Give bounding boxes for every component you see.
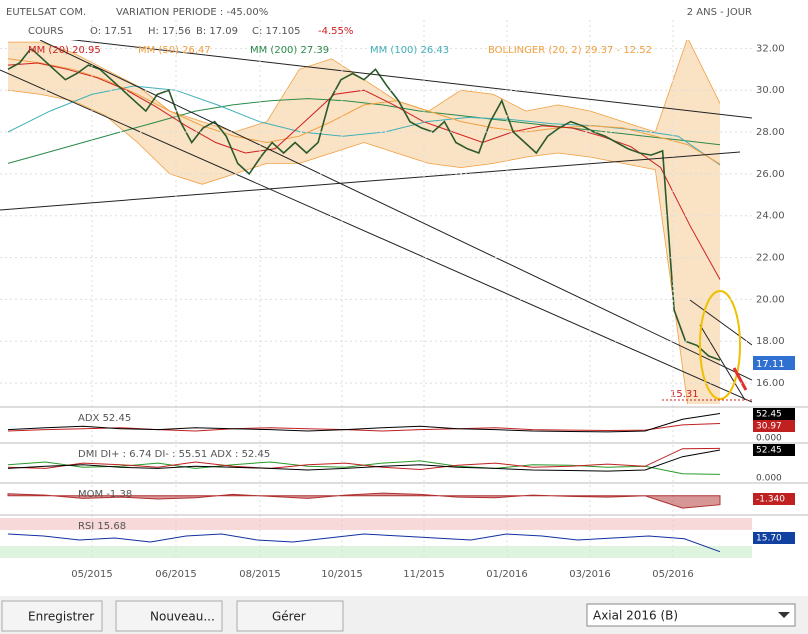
highlight-ellipse (699, 290, 741, 400)
value-box (753, 408, 795, 420)
panel-value: 0.000 (756, 434, 782, 444)
new-button[interactable] (115, 600, 223, 632)
value-box (753, 420, 795, 432)
y-tick-label: 32.00 (756, 43, 785, 54)
bollinger-lower (7, 89, 689, 404)
panel-value: 52.45 (756, 446, 782, 456)
legend-entry: MM (50) 26.47 (138, 45, 211, 56)
x-tick-label: 06/2015 (155, 569, 197, 580)
value-box (753, 444, 795, 456)
value-box (753, 493, 795, 505)
save-button[interactable] (1, 600, 103, 632)
select-label: Axial 2016 (B) (593, 609, 678, 623)
change-label: -4.55% (318, 26, 353, 37)
layout-select[interactable] (586, 603, 796, 627)
panel-title: MOM -1.38 (78, 489, 132, 500)
x-tick-label: 05/2016 (652, 569, 694, 580)
x-tick-label: 10/2015 (321, 569, 363, 580)
ohlc-label: C: 17.105 (252, 26, 301, 37)
y-tick-label: 18.00 (756, 336, 785, 347)
x-tick-label: 11/2015 (403, 569, 445, 580)
legend-entry: MM (200) 27.39 (250, 45, 329, 56)
series-line (7, 98, 721, 164)
ohlc-label: O: 17.51 (90, 26, 133, 37)
plot (7, 40, 721, 404)
x-tick-label: 03/2016 (569, 569, 611, 580)
y-tick-label: 28.00 (756, 127, 785, 138)
y-tick-label: 26.00 (756, 169, 785, 180)
legend-entry: MM (100) 26.43 (370, 45, 449, 56)
legend-entry: MM (20) 20.95 (28, 45, 101, 56)
period: 2 ANS - JOUR (687, 7, 752, 18)
indicator-line (7, 447, 721, 471)
panel-title: RSI 15.68 (78, 521, 126, 532)
low-price: 15.31 (670, 389, 699, 400)
oversold-zone (0, 546, 752, 558)
x-tick-label: 01/2016 (486, 569, 528, 580)
series-line (7, 58, 721, 165)
panel-value: -1.340 (756, 495, 785, 505)
panel-value: 30.97 (756, 422, 782, 432)
last-price: 17.11 (756, 359, 785, 370)
panel-value: 15.70 (756, 534, 782, 544)
button-label: Gérer (272, 610, 306, 624)
stock-name: EUTELSAT COM. (6, 7, 86, 18)
y-tick-label: 30.00 (756, 85, 785, 96)
arrow (732, 367, 748, 391)
legend-entry: BOLLINGER (20, 2) 29.37 - 12.52 (488, 45, 652, 56)
ohlc-label: H: 17.56 (148, 26, 191, 37)
overbought-zone (0, 518, 752, 530)
indicator-line (7, 423, 721, 432)
trend-lines (0, 40, 752, 403)
y-tick-label: 24.00 (756, 211, 785, 222)
value-box (753, 532, 795, 544)
button-label: Nouveau... (150, 610, 215, 624)
indicator-line (7, 413, 721, 433)
y-tick-label: 20.00 (756, 294, 785, 305)
manage-button[interactable] (236, 600, 344, 632)
panel-value: 0.000 (756, 474, 782, 484)
variation: VARIATION PERIODE : -45.00% (116, 7, 268, 18)
panel-value: 52.45 (756, 410, 782, 420)
series-line (7, 47, 721, 361)
select-arrow (778, 612, 790, 618)
y-tick-label: 22.00 (756, 253, 785, 264)
panel-title: ADX 52.45 (78, 413, 131, 424)
x-tick-label: 05/2015 (71, 569, 113, 580)
x-tick-label: 08/2015 (239, 569, 281, 580)
indicator-line (7, 449, 721, 472)
ohlc-label: B: 17.09 (196, 26, 238, 37)
indicator-line (7, 533, 721, 553)
button-label: Enregistrer (28, 610, 94, 624)
panel-title: DMI DI+ : 6.74 DI- : 55.51 ADX : 52.45 (78, 449, 270, 460)
y-tick-label: 16.00 (756, 378, 785, 389)
ohlc-label: COURS (28, 26, 63, 37)
momentum-area (7, 492, 721, 509)
last-box (753, 356, 795, 370)
